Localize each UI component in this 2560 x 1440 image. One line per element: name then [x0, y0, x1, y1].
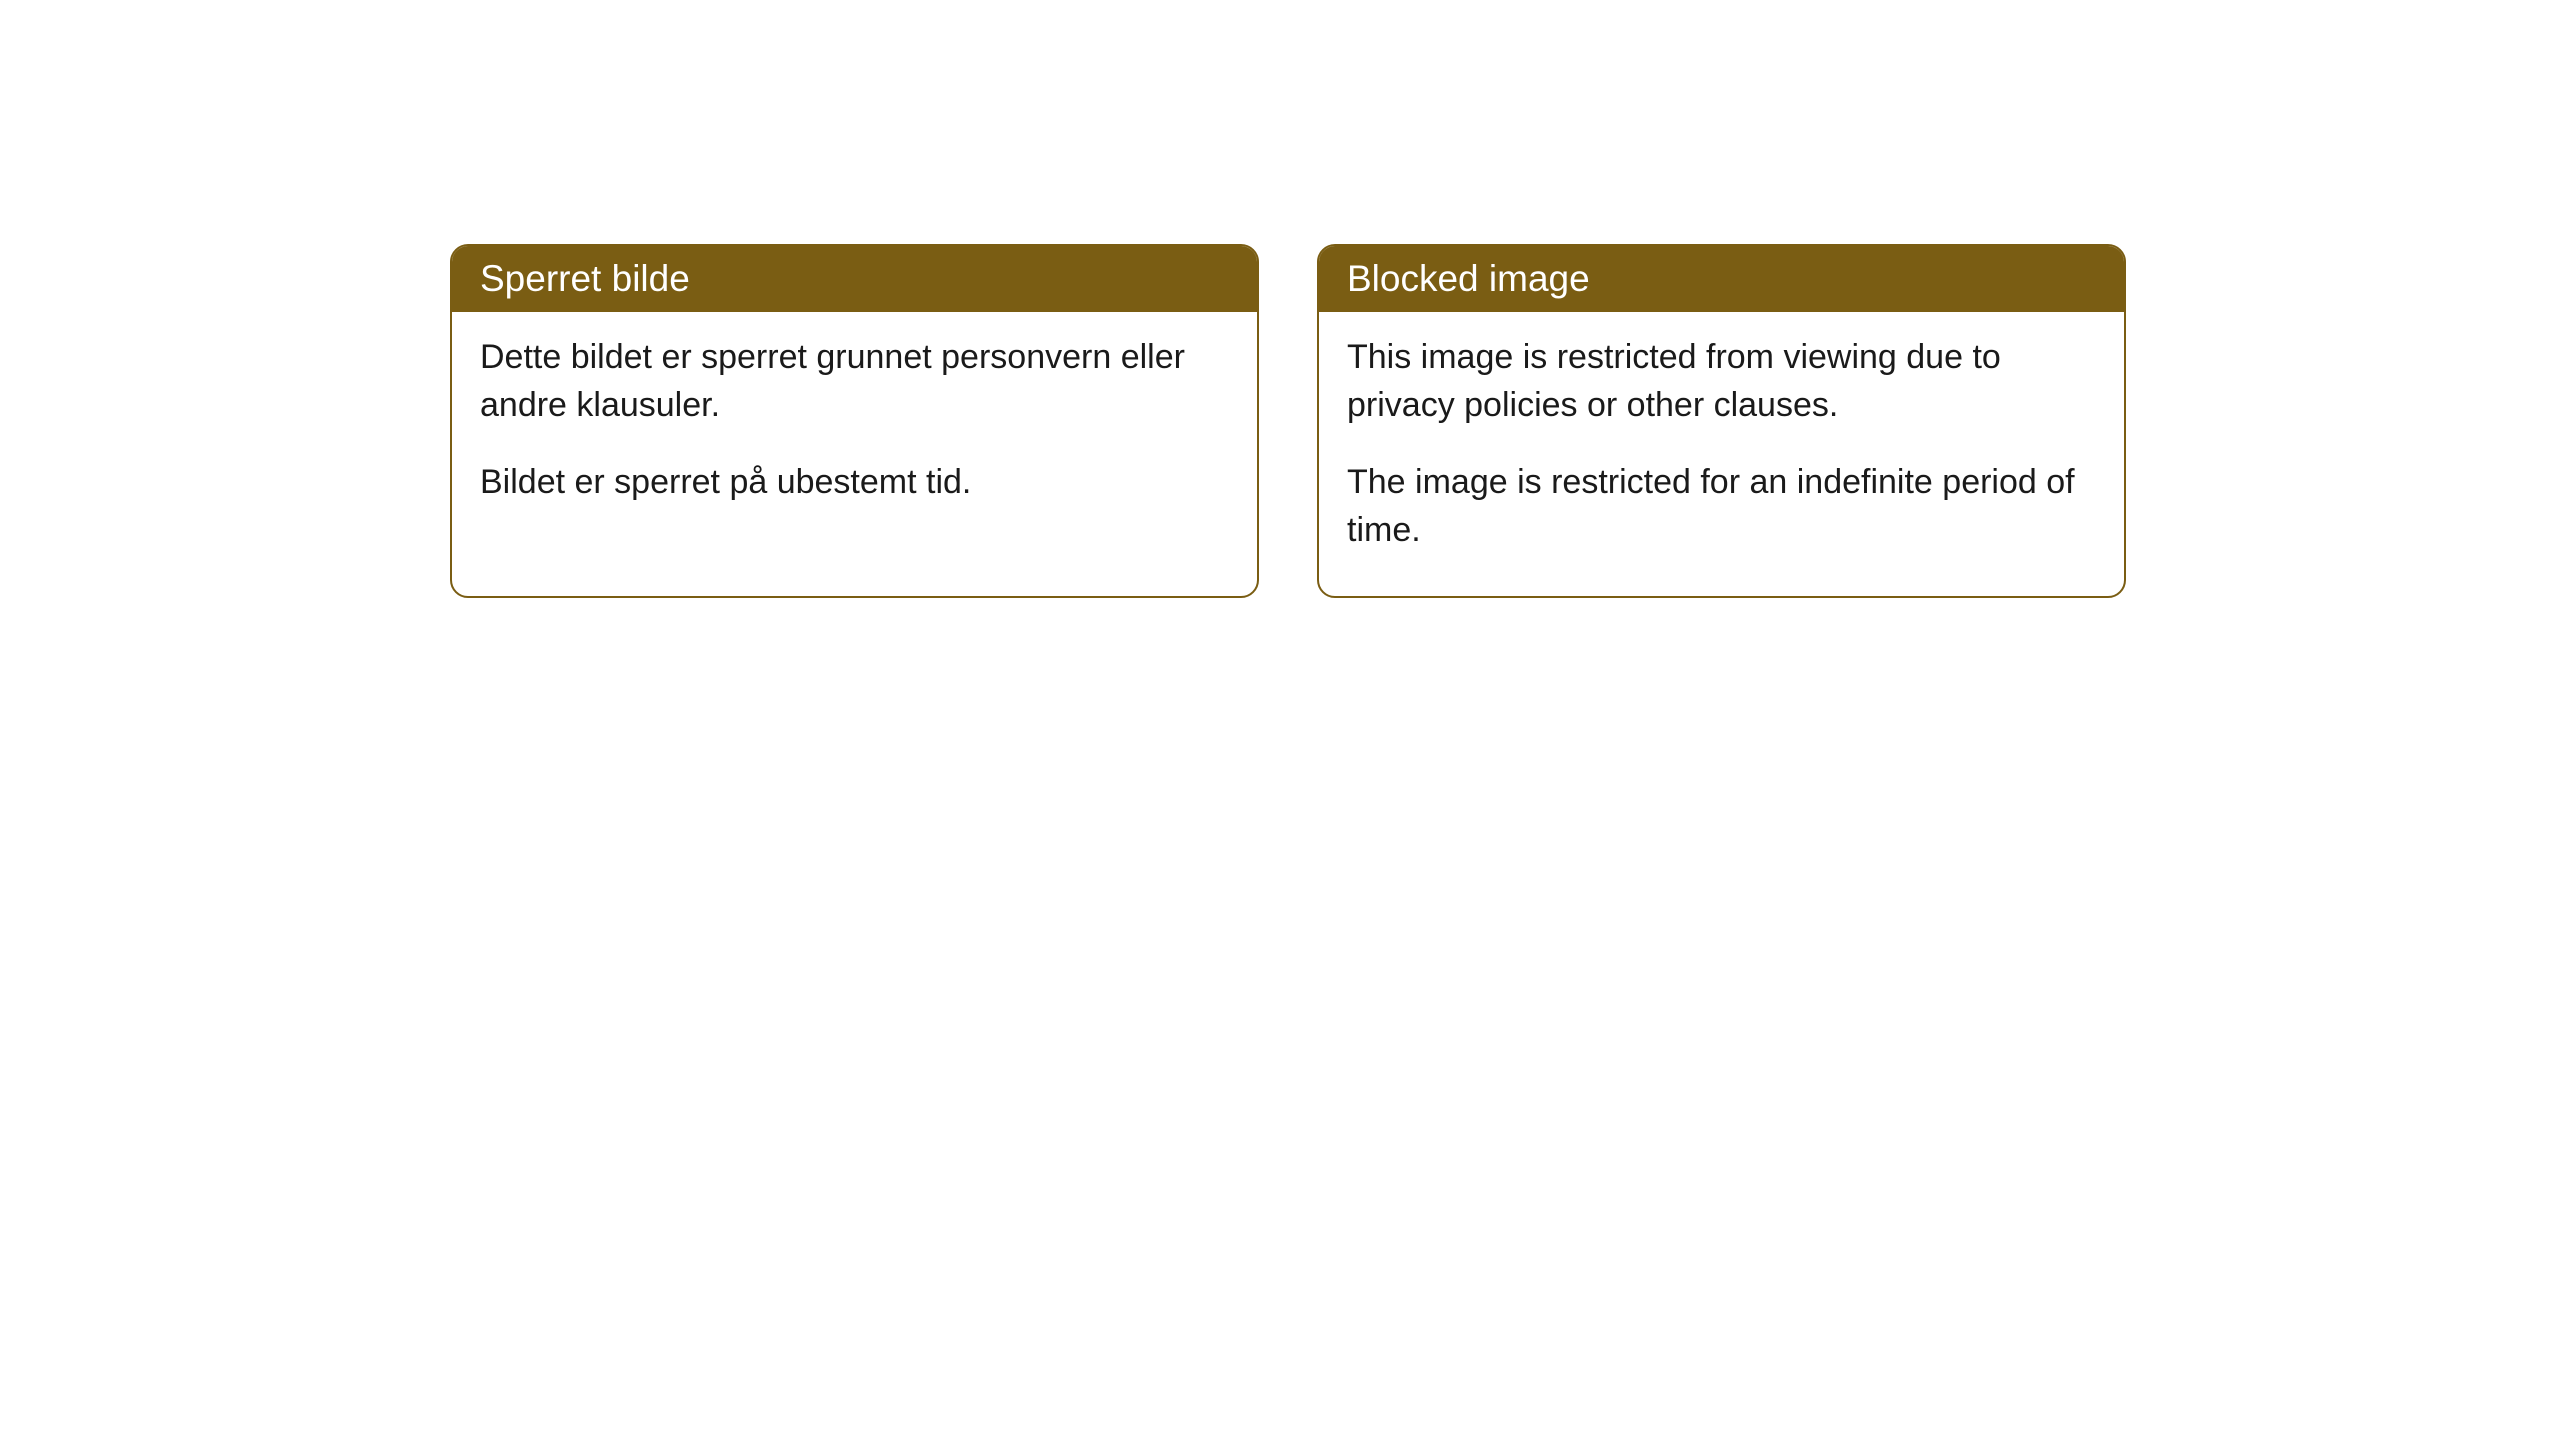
card-header-english: Blocked image: [1319, 246, 2124, 312]
card-header-norwegian: Sperret bilde: [452, 246, 1257, 312]
notice-text-norwegian-1: Dette bildet er sperret grunnet personve…: [480, 334, 1229, 429]
notice-container: Sperret bilde Dette bildet er sperret gr…: [450, 244, 2560, 598]
notice-text-english-2: The image is restricted for an indefinit…: [1347, 459, 2096, 554]
card-body-norwegian: Dette bildet er sperret grunnet personve…: [452, 312, 1257, 549]
notice-card-norwegian: Sperret bilde Dette bildet er sperret gr…: [450, 244, 1259, 598]
notice-text-norwegian-2: Bildet er sperret på ubestemt tid.: [480, 459, 1229, 507]
card-body-english: This image is restricted from viewing du…: [1319, 312, 2124, 596]
notice-card-english: Blocked image This image is restricted f…: [1317, 244, 2126, 598]
notice-text-english-1: This image is restricted from viewing du…: [1347, 334, 2096, 429]
